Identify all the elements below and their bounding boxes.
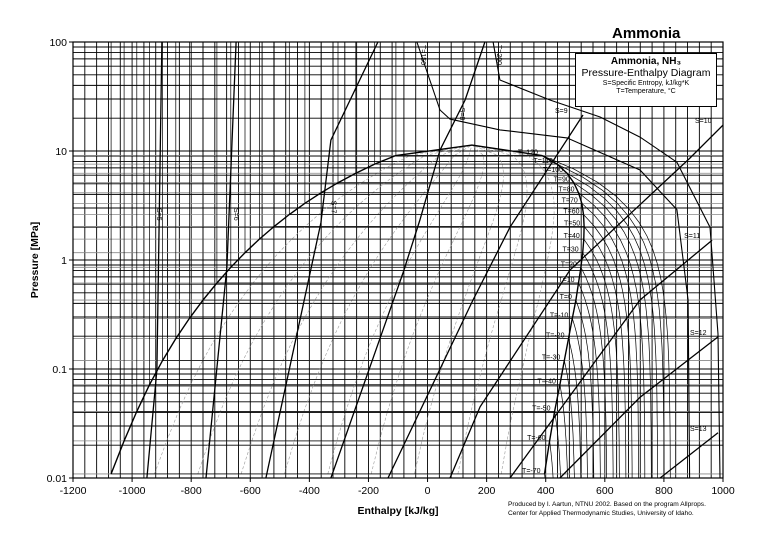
y-tick-label: 1 <box>61 255 67 267</box>
y-axis-title: Pressure [MPa] <box>29 222 41 298</box>
legend-diagram-name: Pressure-Enthalpy Diagram <box>581 67 711 79</box>
x-tick-label: -1000 <box>119 485 146 497</box>
saturation-curve <box>110 144 585 475</box>
isotherm-label: T=-40 <box>537 379 556 386</box>
isotherm-label: T=-50 <box>532 405 551 412</box>
isotherm-label: T=30 <box>563 247 579 254</box>
isentrope-line <box>559 336 719 479</box>
isotherm-line <box>320 42 646 478</box>
isentrope-label: S=10 <box>695 118 712 125</box>
isotherm-line <box>216 42 601 478</box>
isotherm-label: T=110 <box>533 158 553 165</box>
isotherm-label: T=80 <box>558 187 574 194</box>
isotherm-line <box>136 42 561 479</box>
isotherm-label: T=120 <box>518 149 538 156</box>
isotherm-label: T=40 <box>564 233 580 240</box>
y-tick-label: 0.1 <box>52 364 67 376</box>
y-tick-label: 0.01 <box>47 473 68 485</box>
axis-ticks: -1200 -1000 -800 -600 -400 -200 0 200 400 600 800 1… <box>47 37 735 497</box>
legend-substance: Ammonia, NH₃ <box>610 56 682 67</box>
quality-line <box>327 145 473 474</box>
isotherm-line <box>162 42 575 479</box>
isotherm-line <box>288 42 633 478</box>
isotherm-label: T=70 <box>562 197 578 204</box>
isentrope-line <box>387 114 584 479</box>
isentrope-label: S=8 <box>458 108 465 121</box>
isotherm-label: T=10 <box>558 277 574 284</box>
chart-title: Ammonia <box>612 25 681 42</box>
isentrope-line <box>659 432 719 479</box>
x-tick-label: -600 <box>240 485 261 497</box>
isotherm-line <box>244 42 614 478</box>
isotherm-line <box>230 42 607 479</box>
isentrope-line <box>449 124 724 479</box>
x-tick-label: 600 <box>596 485 614 497</box>
credit-line-1: Produced by I. Aartun, NTNU 2002. Based … <box>508 501 706 508</box>
y-tick-label: 10 <box>55 146 67 158</box>
x-tick-label: 200 <box>478 485 496 497</box>
isotherm-line <box>337 42 652 478</box>
isotherm-label: T=20 <box>561 261 577 268</box>
x-tick-label: -1200 <box>60 485 87 497</box>
isotherm-line <box>189 42 588 478</box>
isotherm-label: T=60 <box>563 209 579 216</box>
isotherm-line <box>355 42 658 479</box>
isotherm-label: T=100 <box>543 167 563 174</box>
isentrope-line <box>146 41 163 479</box>
isentrope-label: S=6 <box>232 208 239 221</box>
isotherm-label: T=-10 <box>550 312 569 319</box>
x-tick-label: 0 <box>425 485 431 497</box>
legend-temperature-key: T=Temperature, °C <box>616 88 676 95</box>
isotherm-label: T=150 <box>419 45 426 65</box>
isotherm-label: T=-70 <box>522 468 541 475</box>
isotherm-label: T=90 <box>554 177 570 184</box>
y-tick-label: 100 <box>49 37 67 49</box>
isotherm-line <box>492 41 721 479</box>
x-tick-label: -200 <box>358 485 379 497</box>
isentrope-label: S=5 <box>155 208 162 221</box>
isentrope-line <box>330 41 486 479</box>
isotherm-line <box>202 42 595 479</box>
isentrope-label: S=13 <box>690 426 707 433</box>
isentrope-label: S=11 <box>684 233 700 240</box>
isotherm-line <box>374 42 665 479</box>
isotherm-label: T=-60 <box>527 435 546 442</box>
credit-text: Produced by I. Aartun, NTNU 2002. Based … <box>508 500 706 518</box>
credit-line-2: Center for Applied Thermodynamic Studies… <box>508 510 694 517</box>
isentrope-label: S=12 <box>690 330 707 337</box>
curves <box>110 41 724 479</box>
isotherm-line <box>259 42 620 479</box>
x-axis-title: Enthalpy [kJ/kg] <box>357 505 438 517</box>
x-tick-label: 1000 <box>711 485 735 497</box>
isotherm-line <box>416 41 691 479</box>
isentrope-line <box>509 239 713 479</box>
isotherm-label: T=50 <box>564 220 580 227</box>
curve-labels: T=-70 T=-60 T=-50 T=-40 T=-30 T=-20 T=-10 T=0 T=… <box>155 45 711 475</box>
isotherm-label: T=-20 <box>546 333 565 340</box>
isotherm-line <box>175 42 582 479</box>
isotherm-label: T=-30 <box>542 355 561 362</box>
quality-line <box>457 144 528 474</box>
isotherm-line <box>149 42 568 479</box>
isentrope-line <box>205 41 237 479</box>
isotherm-label: T=200 <box>495 45 502 65</box>
legend-entropy-key: S=Specific Entropy, kJ/kg*K <box>602 80 690 87</box>
legend-box: Ammonia, NH₃ Pressure-Enthalpy Diagram S… <box>575 53 717 107</box>
x-tick-label: 400 <box>537 485 555 497</box>
isotherm-line <box>273 42 627 479</box>
x-tick-label: -800 <box>181 485 202 497</box>
x-tick-label: 800 <box>655 485 673 497</box>
x-tick-label: -400 <box>299 485 320 497</box>
isotherm-line <box>110 42 546 479</box>
quality-line <box>370 144 485 474</box>
isotherm-line <box>123 42 554 479</box>
isotherm-line <box>304 42 639 478</box>
isentrope-line <box>265 41 379 479</box>
isentrope-label: S=9 <box>555 108 568 115</box>
isotherm-line <box>395 42 671 479</box>
isentrope-label: S=7 <box>330 201 337 214</box>
isotherm-label: T=0 <box>560 294 572 301</box>
